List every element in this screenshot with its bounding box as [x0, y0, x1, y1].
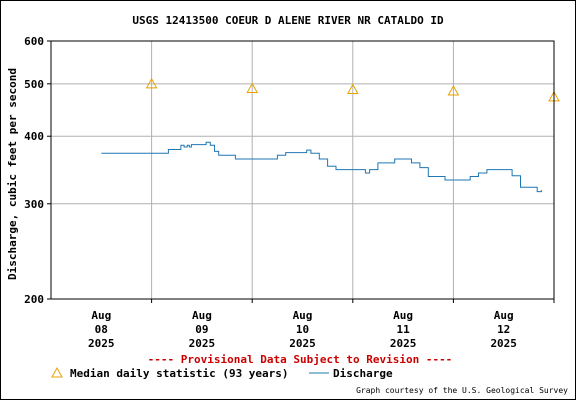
x-tick-month: Aug: [293, 309, 313, 322]
plot-border: [50, 40, 555, 300]
median-marker: [145, 77, 158, 89]
x-tick-year: 2025: [189, 337, 216, 350]
x-tick-month: Aug: [393, 309, 413, 322]
x-tick-year: 2025: [390, 337, 417, 350]
x-tick-month: Aug: [494, 309, 514, 322]
discharge-line: [101, 141, 542, 193]
legend-median-label: Median daily statistic (93 years): [70, 367, 289, 380]
x-tick-day: 10: [296, 323, 309, 336]
x-tick-day: 12: [497, 323, 510, 336]
x-tick-day: 08: [95, 323, 108, 336]
credit-text: Graph courtesy of the U.S. Geological Su…: [356, 386, 568, 395]
legend-discharge-label: Discharge: [333, 367, 393, 380]
median-marker: [246, 82, 259, 94]
y-axis-label: Discharge, cubic feet per second: [6, 68, 19, 280]
discharge-series: [101, 141, 542, 193]
y-tick-label: 300: [24, 198, 44, 211]
median-marker: [447, 84, 460, 96]
chart-title: USGS 12413500 COEUR D ALENE RIVER NR CAT…: [132, 14, 444, 27]
y-tick-labels: 600 500 400 300 200: [24, 35, 44, 306]
x-tick-year: 2025: [88, 337, 115, 350]
x-tick-year: 2025: [289, 337, 316, 350]
x-tick-month: Aug: [192, 309, 212, 322]
x-tick-day: 09: [195, 323, 208, 336]
x-tick-year: 2025: [490, 337, 517, 350]
y-tick-label: 200: [24, 293, 44, 306]
x-tick-month: Aug: [91, 309, 111, 322]
legend: Median daily statistic (93 years) Discha…: [51, 366, 393, 380]
x-tick-labels: Aug082025Aug092025Aug102025Aug112025Aug1…: [88, 309, 517, 350]
x-tick-day: 11: [396, 323, 410, 336]
y-tick-label: 500: [24, 78, 44, 91]
grid: [47, 40, 555, 303]
provisional-note: ---- Provisional Data Subject to Revisio…: [148, 353, 453, 366]
median-marker: [346, 83, 359, 95]
y-tick-label: 400: [24, 130, 44, 143]
legend-median-marker: [51, 366, 63, 378]
y-tick-label: 600: [24, 35, 44, 48]
